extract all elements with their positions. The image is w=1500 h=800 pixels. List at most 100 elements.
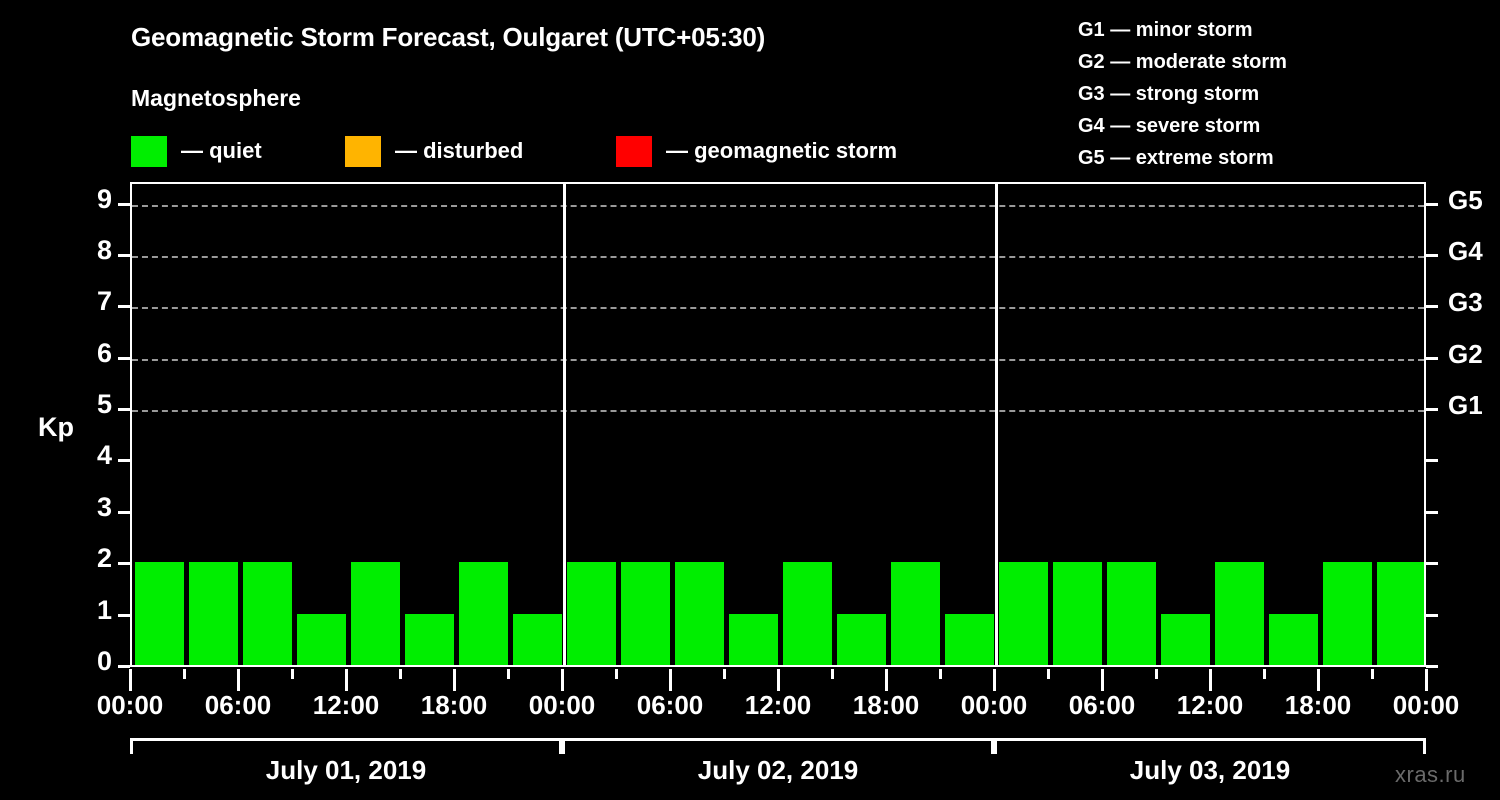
day-divider-1	[562, 184, 566, 665]
y-tick-8	[118, 253, 130, 257]
g-tick-label-G5: G5	[1448, 184, 1483, 215]
bar[interactable]	[242, 562, 292, 665]
g-scale-row-g2: G2 — moderate storm	[1078, 51, 1287, 73]
gridline-kp-8	[132, 255, 1424, 258]
y-tick-label-5: 5	[96, 389, 112, 420]
bar[interactable]	[566, 562, 616, 665]
green-square-icon	[131, 135, 167, 167]
x-tick-0	[128, 669, 132, 691]
bar[interactable]	[1214, 562, 1264, 665]
date-bracket-1	[562, 738, 994, 754]
x-tick-3	[290, 669, 294, 679]
y-tick-7	[118, 305, 130, 309]
bar[interactable]	[1268, 613, 1318, 665]
bar[interactable]	[944, 613, 994, 665]
g-scale-legend: G1 — minor storm G2 — moderate storm G3 …	[1078, 14, 1287, 174]
x-tick-12	[776, 669, 780, 691]
g-scale-row-g3: G3 — strong storm	[1078, 83, 1260, 105]
date-label-2: July 03, 2019	[1129, 755, 1291, 785]
x-tick-label-3: 18:00	[420, 690, 488, 720]
x-tick-10	[668, 669, 672, 691]
x-tick-4	[344, 669, 348, 691]
y-tick-label-8: 8	[96, 234, 112, 265]
x-tick-label-7: 18:00	[852, 690, 920, 720]
bar[interactable]	[296, 613, 346, 665]
x-tick-label-5: 06:00	[636, 690, 704, 720]
y-tick-label-0: 0	[96, 646, 112, 676]
right-tick-kp-1	[1426, 613, 1438, 617]
g-tick-label-G4: G4	[1448, 235, 1483, 266]
bar-series	[132, 184, 1424, 665]
y-tick-5	[118, 408, 130, 412]
x-tick-19	[1154, 669, 1158, 679]
y-tick-3	[118, 510, 130, 514]
x-tick-7	[506, 669, 510, 679]
date-bracket-0	[130, 738, 562, 754]
bar[interactable]	[836, 613, 886, 665]
y-tick-1	[118, 613, 130, 617]
bar[interactable]	[1106, 562, 1156, 665]
g-scale-row-g4: G4 — severe storm	[1078, 115, 1261, 137]
bar[interactable]	[890, 562, 940, 665]
bar[interactable]	[998, 562, 1048, 665]
date-label-1: July 02, 2019	[697, 755, 859, 785]
y-tick-4	[118, 459, 130, 463]
bar[interactable]	[512, 613, 562, 665]
y-tick-label-9: 9	[96, 183, 112, 214]
bar[interactable]	[1160, 613, 1210, 665]
plot-area	[130, 182, 1426, 667]
bar[interactable]	[458, 562, 508, 665]
x-tick-label-11: 18:00	[1284, 690, 1352, 720]
x-tick-13	[830, 669, 834, 679]
g-tick-label-G1: G1	[1448, 390, 1483, 421]
bar[interactable]	[782, 562, 832, 665]
bar[interactable]	[1052, 562, 1102, 665]
x-tick-21	[1262, 669, 1266, 679]
y-tick-label-3: 3	[96, 491, 112, 522]
y-tick-label-4: 4	[96, 440, 112, 471]
bar[interactable]	[404, 613, 454, 665]
bar[interactable]	[1376, 562, 1424, 665]
x-tick-label-9: 06:00	[1068, 690, 1136, 720]
legend-label-disturbed: — disturbed	[395, 138, 524, 163]
y-axis-title: Kp	[38, 412, 74, 442]
x-tick-label-10: 12:00	[1176, 690, 1244, 720]
bar[interactable]	[1322, 562, 1372, 665]
x-tick-17	[1046, 669, 1050, 679]
bar[interactable]	[620, 562, 670, 665]
y-tick-0	[118, 665, 130, 668]
red-square-icon	[616, 135, 652, 167]
g-tick-label-G3: G3	[1448, 287, 1483, 318]
bar[interactable]	[674, 562, 724, 665]
bar[interactable]	[188, 562, 238, 665]
x-tick-label-6: 12:00	[744, 690, 812, 720]
gridline-kp-6	[132, 358, 1424, 361]
x-tick-9	[614, 669, 618, 679]
x-tick-2	[236, 669, 240, 691]
legend-item-quiet: — quiet	[131, 132, 262, 170]
watermark: xras.ru	[1395, 762, 1466, 787]
g-tick-label-G2: G2	[1448, 338, 1483, 369]
bar[interactable]	[134, 562, 184, 665]
gridline-kp-7	[132, 307, 1424, 310]
legend-item-disturbed: — disturbed	[345, 132, 523, 170]
right-tick-kp-0	[1426, 665, 1438, 668]
gridline-kp-5	[132, 410, 1424, 413]
date-label-0: July 01, 2019	[265, 755, 427, 785]
y-tick-label-6: 6	[96, 337, 112, 368]
bar[interactable]	[728, 613, 778, 665]
right-tick-kp-7	[1426, 305, 1438, 309]
x-tick-label-4: 00:00	[528, 690, 596, 720]
day-divider-2	[994, 184, 998, 665]
y-tick-2	[118, 562, 130, 566]
right-tick-kp-2	[1426, 562, 1438, 566]
x-tick-label-2: 12:00	[312, 690, 380, 720]
x-tick-16	[992, 669, 996, 691]
x-tick-18	[1100, 669, 1104, 691]
bar[interactable]	[350, 562, 400, 665]
y-tick-label-7: 7	[96, 286, 112, 317]
right-tick-kp-6	[1426, 356, 1438, 360]
x-tick-label-12: 00:00	[1392, 690, 1460, 720]
orange-square-icon	[345, 135, 381, 167]
